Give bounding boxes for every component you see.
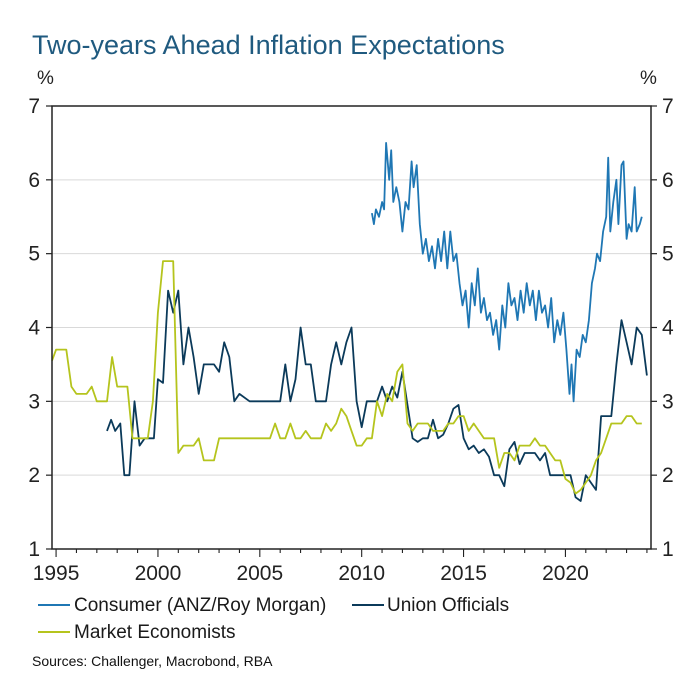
series-line-union-officials — [106, 289, 648, 502]
x-tick-label: 1995 — [33, 562, 80, 585]
y-tick-label-left: 2 — [28, 464, 40, 487]
series-line-market-economists — [51, 260, 642, 495]
legend-label-union-officials: Union Officials — [387, 595, 509, 616]
chart-title: Two-years Ahead Inflation Expectations — [32, 30, 505, 60]
x-tick-label: 2000 — [135, 562, 182, 585]
x-tick-label: 2010 — [338, 562, 385, 585]
source-note: Sources: Challenger, Macrobond, RBA — [32, 653, 273, 669]
x-tick-label: 2005 — [236, 562, 283, 585]
legend: Consumer (ANZ/Roy Morgan) Union Official… — [38, 595, 509, 643]
y-tick-label-right: 6 — [662, 169, 674, 192]
y-tick-label-left: 7 — [28, 95, 40, 118]
legend-label-consumer: Consumer (ANZ/Roy Morgan) — [74, 595, 326, 616]
y-tick-label-right: 1 — [662, 538, 674, 561]
y-tick-label-right: 3 — [662, 390, 674, 413]
y-tick-label-left: 3 — [28, 390, 40, 413]
legend-label-market-economists: Market Economists — [74, 622, 236, 643]
axis-ticks: 1 1 2 2 3 3 4 4 5 5 6 6 7 7 1995 2000 2005 2010 2015 2020 — [28, 95, 674, 585]
series-lines — [51, 142, 648, 502]
x-tick-label: 2015 — [440, 562, 487, 585]
y-tick-label-right: 2 — [662, 464, 674, 487]
y-tick-label-right: 4 — [662, 317, 674, 340]
right-unit-label: % — [640, 68, 657, 89]
y-tick-label-left: 5 — [28, 243, 40, 266]
x-tick-label: 2020 — [542, 562, 589, 585]
y-tick-label-right: 7 — [662, 95, 674, 118]
y-tick-label-left: 6 — [28, 169, 40, 192]
y-tick-label-left: 4 — [28, 317, 40, 340]
left-unit-label: % — [37, 68, 54, 89]
y-tick-label-right: 5 — [662, 243, 674, 266]
y-tick-label-left: 1 — [28, 538, 40, 561]
series-line-consumer-anz-roy-morgan — [371, 142, 643, 403]
